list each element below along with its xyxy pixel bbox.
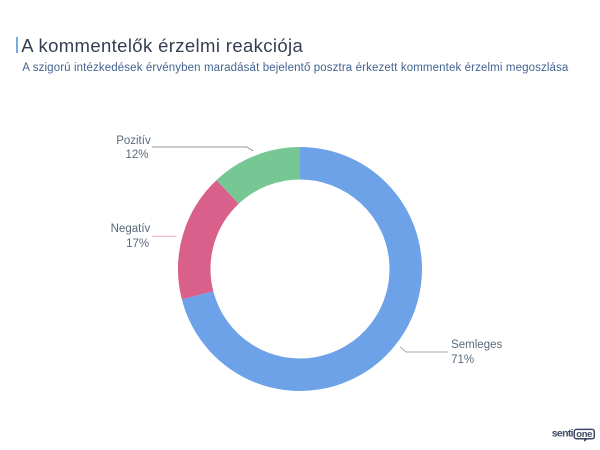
svg-text:senti: senti <box>552 428 574 440</box>
svg-text:one: one <box>576 429 592 440</box>
